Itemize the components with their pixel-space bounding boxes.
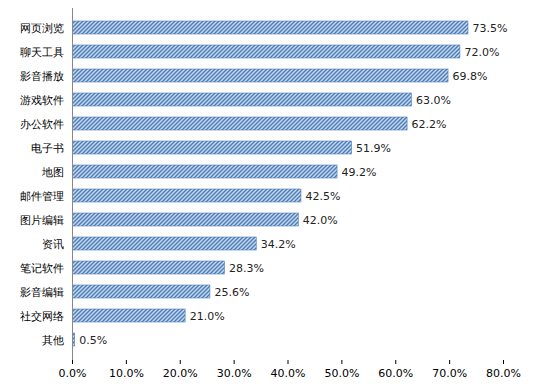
- svg-text:影音播放: 影音播放: [20, 70, 64, 83]
- svg-text:50.0%: 50.0%: [324, 367, 359, 380]
- svg-text:60.0%: 60.0%: [378, 367, 413, 380]
- svg-text:资讯: 资讯: [42, 238, 64, 251]
- svg-text:30.0%: 30.0%: [217, 367, 252, 380]
- svg-text:20.0%: 20.0%: [163, 367, 198, 380]
- svg-text:49.2%: 49.2%: [342, 166, 377, 179]
- svg-text:42.5%: 42.5%: [305, 190, 340, 203]
- svg-text:网页浏览: 网页浏览: [20, 22, 64, 35]
- svg-text:80.0%: 80.0%: [486, 367, 521, 380]
- svg-text:游戏软件: 游戏软件: [20, 94, 64, 107]
- svg-text:0.0%: 0.0%: [59, 367, 87, 380]
- svg-text:69.8%: 69.8%: [453, 70, 488, 83]
- svg-text:63.0%: 63.0%: [416, 94, 451, 107]
- svg-text:0.5%: 0.5%: [79, 334, 107, 347]
- svg-text:图片编辑: 图片编辑: [20, 214, 64, 227]
- svg-text:电子书: 电子书: [31, 142, 64, 155]
- svg-text:笔记软件: 笔记软件: [20, 262, 64, 275]
- svg-text:25.6%: 25.6%: [214, 286, 249, 299]
- svg-text:21.0%: 21.0%: [190, 310, 225, 323]
- svg-text:73.5%: 73.5%: [472, 22, 507, 35]
- svg-text:影音编辑: 影音编辑: [20, 286, 64, 299]
- svg-text:51.9%: 51.9%: [356, 142, 391, 155]
- svg-text:72.0%: 72.0%: [464, 46, 499, 59]
- svg-text:62.2%: 62.2%: [412, 118, 447, 131]
- svg-text:地图: 地图: [41, 166, 64, 179]
- svg-text:聊天工具: 聊天工具: [20, 46, 64, 59]
- svg-text:其他: 其他: [42, 334, 64, 347]
- svg-text:邮件管理: 邮件管理: [20, 190, 64, 203]
- svg-text:办公软件: 办公软件: [20, 118, 64, 131]
- svg-text:34.2%: 34.2%: [261, 238, 296, 251]
- svg-text:40.0%: 40.0%: [271, 367, 306, 380]
- svg-text:28.3%: 28.3%: [229, 262, 264, 275]
- svg-text:70.0%: 70.0%: [432, 367, 467, 380]
- svg-text:10.0%: 10.0%: [109, 367, 144, 380]
- svg-text:42.0%: 42.0%: [303, 214, 338, 227]
- svg-text:社交网络: 社交网络: [20, 310, 64, 323]
